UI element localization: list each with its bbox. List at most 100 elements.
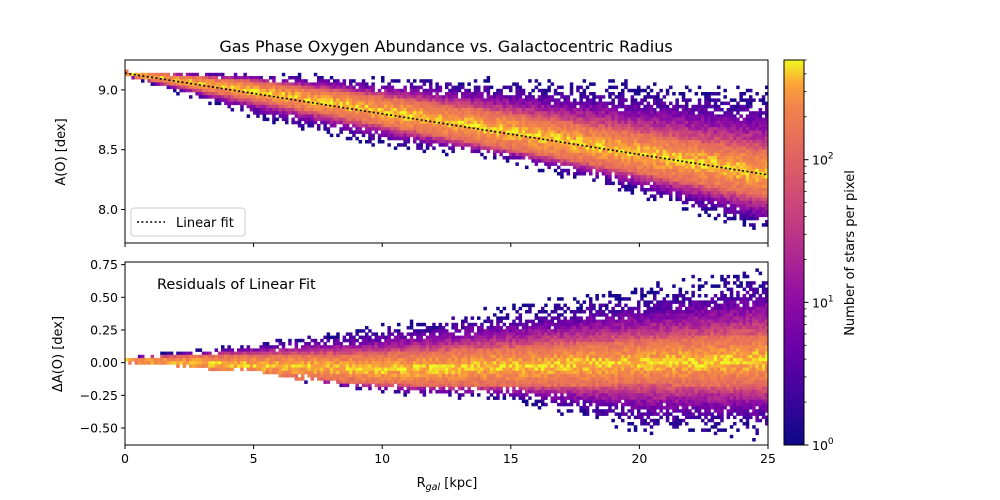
- heatmap-cell: [720, 194, 724, 198]
- heatmap-cell: [758, 204, 763, 208]
- heatmap-cell: [150, 72, 155, 77]
- legend: Linear fit: [130, 207, 246, 237]
- heatmap-cell: [173, 361, 177, 365]
- heatmap-cell: [502, 101, 507, 106]
- heatmap-cell: [653, 98, 657, 102]
- heatmap-cell: [323, 124, 327, 128]
- heatmap-cell: [387, 348, 391, 352]
- heatmap-cell: [473, 101, 478, 106]
- heatmap-cell: [317, 95, 321, 99]
- heatmap-cell: [368, 117, 372, 122]
- heatmap-cell: [521, 156, 526, 160]
- heatmap-cell: [547, 120, 551, 125]
- heatmap-cell: [198, 92, 203, 96]
- heatmap-cell: [371, 354, 375, 359]
- heatmap-cell: [409, 342, 414, 346]
- heatmap-cell: [393, 338, 398, 343]
- heatmap-cell: [387, 124, 391, 128]
- heatmap-cell: [473, 136, 478, 141]
- heatmap-cell: [707, 95, 711, 99]
- heatmap-cell: [192, 85, 196, 90]
- heatmap-cell: [323, 108, 327, 112]
- heatmap-cell: [326, 348, 331, 352]
- heatmap-cell: [470, 92, 475, 96]
- heatmap-cell: [681, 117, 686, 122]
- heatmap-cell: [237, 361, 241, 365]
- heatmap-cell: [393, 348, 398, 352]
- heatmap-cell: [761, 188, 766, 192]
- heatmap-cell: [464, 127, 468, 131]
- heatmap-cell: [531, 98, 535, 102]
- heatmap-cell: [214, 98, 219, 102]
- heatmap-cell: [493, 136, 497, 141]
- heatmap-cell: [758, 124, 763, 128]
- heatmap-cell: [685, 120, 689, 125]
- heatmap-cell: [691, 188, 695, 192]
- heatmap-cell: [531, 88, 535, 93]
- heatmap-cell: [659, 143, 663, 147]
- heatmap-cell: [496, 101, 500, 106]
- heatmap-cell: [358, 92, 363, 96]
- heatmap-cell: [406, 124, 411, 128]
- heatmap-cell: [742, 191, 747, 195]
- heatmap-cell: [326, 108, 331, 112]
- heatmap-cell: [729, 117, 734, 122]
- heatmap-cell: [681, 136, 686, 141]
- heatmap-cell: [515, 127, 519, 131]
- heatmap-cell: [640, 181, 644, 186]
- heatmap-cell: [688, 136, 692, 141]
- heatmap-cell: [733, 210, 737, 214]
- heatmap-cell: [755, 210, 759, 214]
- heatmap-cell: [326, 98, 331, 102]
- heatmap-cell: [384, 358, 388, 362]
- heatmap-cell: [598, 162, 603, 166]
- heatmap-cell: [569, 127, 574, 131]
- heatmap-cell: [179, 76, 183, 80]
- heatmap-cell: [550, 146, 555, 150]
- heatmap-cell: [355, 332, 359, 336]
- heatmap-cell: [509, 133, 513, 138]
- heatmap-cell: [521, 88, 526, 93]
- heatmap-cell: [301, 364, 305, 368]
- heatmap-cell: [365, 370, 369, 375]
- heatmap-cell: [301, 124, 305, 128]
- heatmap-cell: [717, 191, 721, 195]
- heatmap-cell: [281, 104, 286, 109]
- heatmap-cell: [320, 104, 324, 109]
- heatmap-cell: [358, 348, 363, 352]
- heatmap-cell: [701, 188, 705, 192]
- heatmap-cell: [397, 136, 401, 141]
- heatmap-cell: [563, 156, 567, 160]
- heatmap-cell: [419, 370, 423, 375]
- heatmap-cell: [166, 79, 171, 83]
- heatmap-cell: [605, 136, 609, 141]
- heatmap-cell: [643, 111, 647, 115]
- heatmap-cell: [502, 146, 507, 150]
- heatmap-cell: [256, 111, 260, 115]
- heatmap-cell: [640, 101, 644, 106]
- heatmap-cell: [630, 133, 635, 138]
- heatmap-cell: [454, 130, 459, 134]
- heatmap-cell: [336, 338, 340, 343]
- heatmap-cell: [323, 120, 327, 125]
- heatmap-cell: [179, 354, 183, 359]
- heatmap-cell: [253, 82, 257, 86]
- heatmap-cell: [422, 130, 427, 134]
- heatmap-cell: [544, 136, 548, 141]
- heatmap-cell: [256, 351, 260, 356]
- heatmap-cell: [640, 98, 644, 102]
- heatmap-cell: [701, 108, 705, 112]
- heatmap-cell: [301, 111, 305, 115]
- heatmap-cell: [505, 149, 510, 154]
- heatmap-cell: [422, 82, 427, 86]
- heatmap-cell: [486, 130, 491, 134]
- heatmap-cell: [246, 92, 251, 96]
- heatmap-cell: [765, 156, 768, 160]
- heatmap-cell: [470, 117, 475, 122]
- heatmap-cell: [371, 120, 375, 125]
- heatmap-cell: [361, 95, 366, 99]
- heatmap-cell: [611, 140, 615, 144]
- heatmap-cell: [457, 136, 462, 141]
- heatmap-cell: [640, 168, 644, 173]
- heatmap-cell: [688, 197, 692, 202]
